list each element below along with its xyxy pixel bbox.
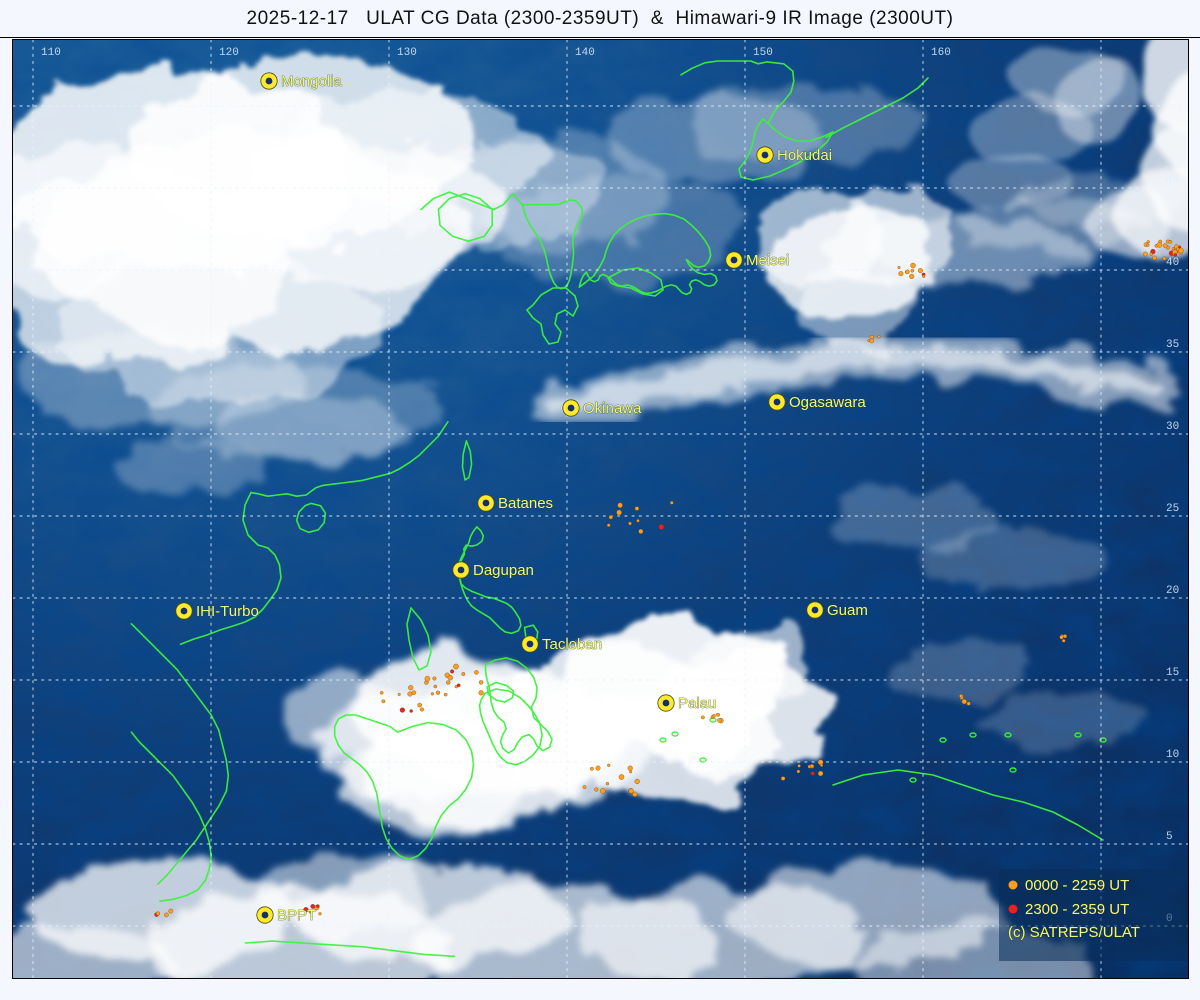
- svg-text:Guam: Guam: [827, 602, 868, 619]
- svg-text:2300 - 2359 UT: 2300 - 2359 UT: [1025, 901, 1129, 918]
- svg-text:Mongolia: Mongolia: [281, 73, 343, 90]
- svg-text:Meisei: Meisei: [746, 252, 789, 269]
- svg-text:15: 15: [1166, 667, 1179, 679]
- svg-text:45: 45: [1166, 175, 1179, 187]
- svg-text:120: 120: [219, 47, 239, 59]
- svg-text:Batanes: Batanes: [498, 495, 553, 512]
- svg-text:140: 140: [575, 47, 595, 59]
- svg-text:35: 35: [1166, 339, 1179, 351]
- svg-text:Ogasawara: Ogasawara: [789, 394, 866, 411]
- svg-text:130: 130: [397, 47, 417, 59]
- svg-text:Palau: Palau: [678, 695, 716, 712]
- svg-text:0000 - 2259 UT: 0000 - 2259 UT: [1025, 877, 1129, 894]
- svg-text:Dagupan: Dagupan: [473, 562, 534, 579]
- svg-text:25: 25: [1166, 503, 1179, 515]
- svg-text:Okinawa: Okinawa: [583, 400, 642, 417]
- svg-text:(c) SATREPS/ULAT: (c) SATREPS/ULAT: [1008, 924, 1140, 941]
- svg-text:150: 150: [753, 47, 773, 59]
- svg-text:Tacloban: Tacloban: [542, 636, 602, 653]
- svg-text:BPPT: BPPT: [277, 907, 316, 924]
- svg-text:10: 10: [1166, 749, 1179, 761]
- svg-text:5: 5: [1166, 831, 1173, 843]
- svg-text:160: 160: [931, 47, 951, 59]
- svg-text:30: 30: [1166, 421, 1179, 433]
- svg-text:110: 110: [41, 47, 61, 59]
- svg-text:IHI-Turbo: IHI-Turbo: [196, 603, 259, 620]
- svg-text:20: 20: [1166, 585, 1179, 597]
- svg-text:Hokudai: Hokudai: [777, 147, 832, 164]
- svg-text:40: 40: [1166, 257, 1179, 269]
